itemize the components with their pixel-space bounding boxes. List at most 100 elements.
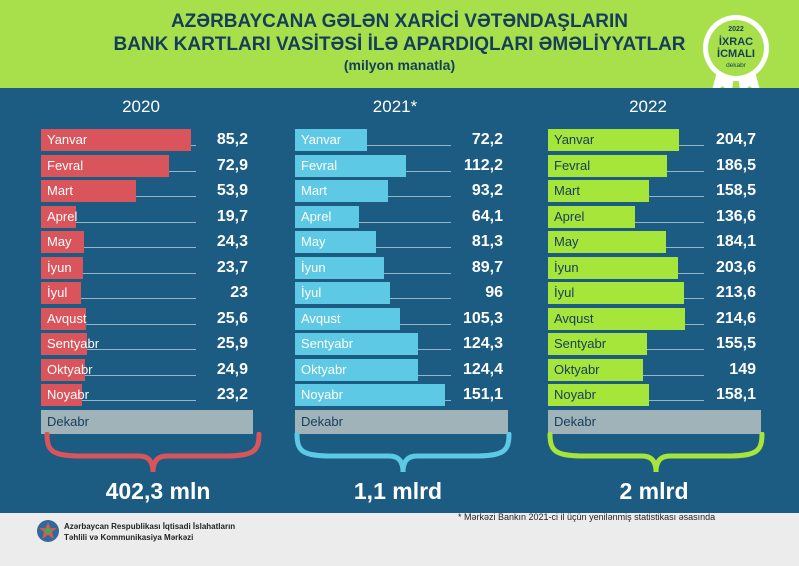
bar	[41, 154, 170, 177]
leader-line	[191, 145, 196, 146]
leader-line	[665, 247, 704, 248]
value-label: 23	[230, 284, 248, 301]
value-label: 151,1	[462, 386, 503, 403]
leader-line	[81, 400, 196, 401]
value-label: 158,5	[715, 182, 756, 199]
month-label: Aprel	[554, 208, 585, 224]
month-label: İyun	[47, 259, 72, 275]
value-label: 204,7	[715, 131, 756, 148]
bar	[41, 129, 191, 151]
leader-line	[418, 374, 451, 376]
bar	[41, 384, 82, 406]
bar	[41, 333, 87, 355]
month-label: İyul	[47, 285, 68, 300]
month-label: Aprel	[301, 208, 332, 224]
bar	[295, 307, 400, 330]
leader-line	[648, 400, 704, 401]
leader-line	[635, 221, 704, 223]
leader-line	[75, 221, 196, 223]
month-label: Mart	[301, 183, 327, 198]
total-value: 402,3 mln	[105, 478, 211, 504]
leader-line	[86, 323, 196, 325]
leader-line	[82, 272, 196, 274]
value-label: 112,2	[463, 156, 503, 174]
value-label: 64,1	[471, 207, 503, 225]
title-subtitle: (milyon manatla)	[343, 57, 456, 73]
value-label: 72,2	[471, 131, 503, 148]
leader-line	[358, 221, 451, 223]
state-emblem-icon	[37, 520, 59, 542]
month-label: Sentyabr	[554, 336, 607, 351]
bar	[548, 231, 666, 253]
footer-band	[0, 513, 799, 566]
brace-path	[44, 432, 262, 473]
bar	[295, 333, 419, 355]
leader-line	[86, 349, 196, 350]
value-label: 124,4	[462, 360, 503, 378]
organization-line-1: Azərbaycan Respublikası İqtisadi İslahat…	[64, 522, 236, 531]
value-label: 186,5	[715, 156, 756, 174]
organization-line-2: Təhlili və Kommunikasiya Mərkəzi	[64, 533, 194, 542]
value-label: 53,9	[216, 182, 248, 199]
bar	[295, 231, 376, 253]
bar	[548, 333, 648, 355]
bar	[548, 129, 679, 151]
value-label: 136,6	[715, 207, 756, 225]
month-label: Mart	[47, 183, 73, 198]
month-label-dekabr: Dekabr	[41, 409, 253, 434]
month-label: İyun	[301, 259, 326, 275]
month-label-dekabr: Dekabr	[548, 409, 761, 434]
month-label: İyun	[554, 259, 579, 275]
month-label: Oktyabr	[301, 361, 347, 377]
month-label: Oktyabr	[554, 361, 600, 377]
month-label: Yanvar	[47, 132, 88, 147]
month-label: Avqust	[301, 310, 341, 326]
bar	[548, 384, 649, 406]
header-band	[0, 0, 799, 88]
month-label: Mart	[554, 183, 580, 198]
value-label: 23,2	[216, 386, 248, 403]
chart-title-1: 2021*	[372, 97, 418, 116]
bar	[548, 180, 650, 202]
leader-line	[135, 196, 196, 197]
bar	[548, 282, 685, 304]
leader-line	[387, 196, 451, 197]
month-label: Fevral	[554, 157, 591, 173]
leader-line	[375, 247, 451, 248]
bar	[295, 256, 385, 279]
badge-line-1: İXRAC	[719, 35, 753, 48]
chart-title-0: 2020	[122, 97, 160, 116]
value-label: 93,2	[471, 182, 503, 199]
value-label: 72,9	[216, 156, 248, 174]
leader-line	[169, 170, 196, 172]
month-label: Fevral	[47, 157, 84, 173]
bar	[295, 358, 419, 381]
month-label: İyul	[301, 285, 322, 300]
bar	[41, 231, 84, 253]
value-label: 96	[485, 284, 503, 301]
month-label: Avqust	[47, 310, 87, 326]
bar	[548, 358, 644, 381]
title-line-1: AZƏRBAYCANA GƏLƏN XARİCİ VƏTƏNDAŞLARIN	[170, 11, 629, 32]
leader-line	[384, 272, 451, 274]
month-label: May	[301, 234, 326, 249]
value-label: 158,1	[715, 386, 756, 403]
value-label: 105,3	[462, 309, 503, 327]
value-label: 85,2	[216, 131, 248, 148]
leader-line	[406, 170, 451, 172]
value-label: 214,6	[715, 309, 756, 327]
value-label: 81,3	[471, 233, 503, 250]
bar	[41, 205, 76, 228]
month-label: Yanvar	[554, 132, 595, 147]
organization-name: Azərbaycan Respublikası İqtisadi İslahat…	[64, 521, 235, 543]
leader-line	[647, 349, 704, 350]
export-review-badge: 2022 İXRAC İCMALI dekabr	[703, 15, 769, 96]
total-brace	[44, 432, 262, 473]
month-label: May	[554, 234, 579, 249]
leader-line	[390, 298, 451, 299]
title-line-2: BANK KARTLARI VASİTƏSİ İLƏ APARDIQLARI Ə…	[113, 34, 686, 55]
value-label: 149	[729, 360, 756, 378]
bar	[548, 205, 636, 228]
leader-line	[678, 145, 704, 146]
footnote: * Mərkəzi Bankın 2021-ci il üçün yenilən…	[458, 512, 716, 522]
